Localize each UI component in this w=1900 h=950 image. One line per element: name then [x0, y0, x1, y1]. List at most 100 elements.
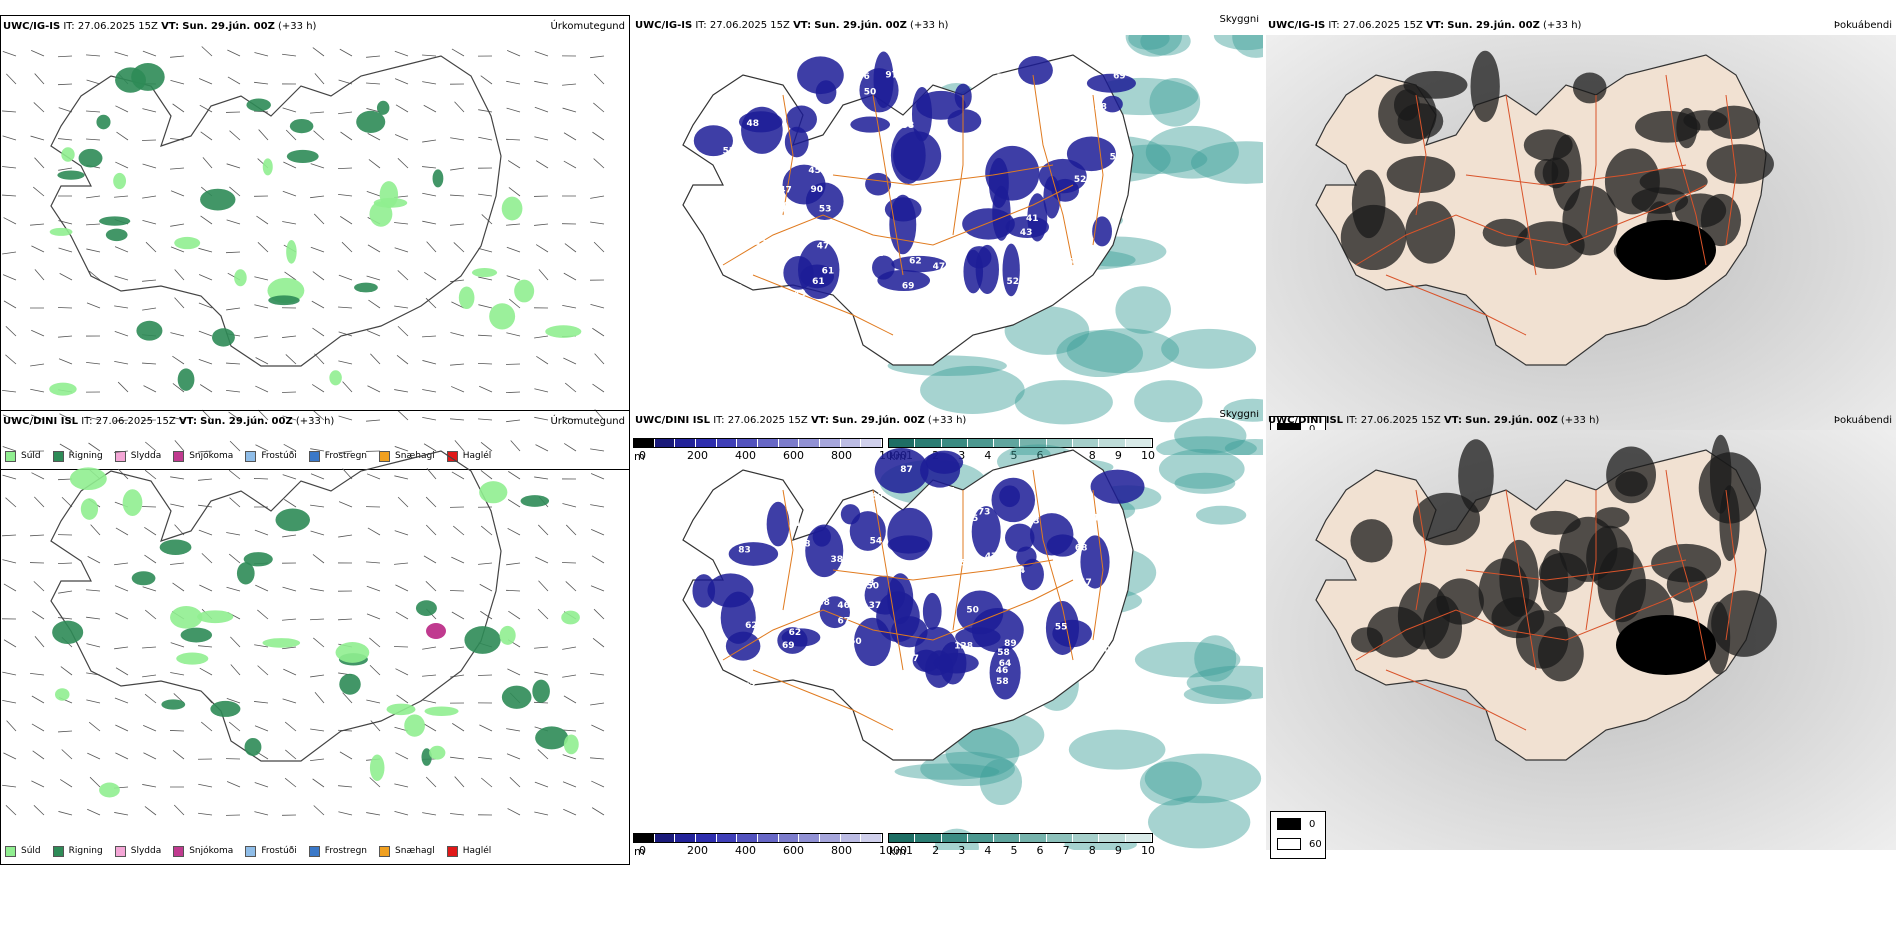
ceiling-label: 89 [1004, 639, 1017, 649]
wind-barb [310, 448, 325, 452]
colorbar-bin [889, 439, 916, 447]
wind-barb [507, 50, 521, 57]
wind-barb [198, 247, 213, 253]
wind-barb [422, 389, 437, 393]
wind-barb [254, 304, 269, 309]
lead-time: (+33 h) [278, 21, 317, 32]
wind-barb [226, 532, 241, 536]
ceiling-label: 45 [1055, 499, 1068, 509]
wind-barb [115, 724, 129, 732]
wind-barb [422, 81, 437, 85]
init-time: 27.06.2025 15Z [1360, 415, 1441, 426]
low-ceiling-area [1018, 55, 1053, 85]
ceiling-label: 64 [999, 659, 1012, 669]
precip-area [80, 498, 99, 520]
legend-swatch [114, 845, 126, 857]
wind-barb [422, 812, 437, 816]
low-ceiling-area [782, 164, 826, 205]
ceiling-label: 69 [760, 72, 773, 82]
wind-barb [59, 413, 73, 421]
model-name: UWC/DINI ISL [1268, 415, 1344, 426]
legend-swatch [114, 450, 126, 462]
wind-barb [257, 609, 269, 620]
fog-area [1422, 595, 1463, 659]
wind-barb [282, 190, 297, 197]
ceiling-label: 60 [773, 582, 786, 592]
wind-barb [395, 104, 409, 113]
low-visibility-area [1224, 438, 1263, 455]
wind-barb [505, 589, 521, 592]
visibility-map: 60 61 58 45 63 38 76 61 62 44 75 35 90 69 69 66 69 41 43 61… [682, 35, 1263, 455]
low-ceiling-area [877, 269, 931, 292]
road [752, 669, 894, 731]
wind-barb [34, 157, 45, 169]
wind-barb [538, 580, 549, 592]
precip-legend-item: Snjókoma [173, 450, 233, 462]
wind-barb [480, 75, 493, 85]
colorbar-bin [840, 834, 862, 842]
precip-area [262, 638, 301, 648]
init-time: 27.06.2025 15Z [709, 20, 790, 31]
wind-barb [534, 416, 549, 421]
wind-barb [396, 355, 409, 365]
wind-barb [142, 586, 157, 592]
precip-areas [49, 63, 582, 396]
wind-barb [423, 104, 437, 113]
wind-barb [282, 53, 297, 57]
field-name: Skyggni [1219, 410, 1259, 420]
wind-barb [507, 160, 521, 169]
wind-barb [369, 664, 381, 676]
wind-barb [228, 411, 241, 421]
ceiling-label: 43 [1050, 463, 1063, 473]
wind-barb [313, 410, 325, 421]
wind-barb [507, 499, 521, 508]
wind-barb [425, 297, 437, 309]
road [832, 559, 1054, 581]
colorbar-bin [758, 439, 779, 447]
panel-header: UWC/DINI ISL IT: 27.06.2025 15Z VT: Sun.… [1268, 415, 1599, 426]
wind-barb [563, 160, 577, 169]
legend-label: Haglél [462, 846, 492, 856]
fog-area [1340, 204, 1407, 271]
road [1725, 94, 1737, 246]
wind-barb [86, 589, 101, 592]
low-ceiling-area [920, 452, 961, 488]
legend-swatch [1277, 838, 1301, 850]
ceiling-label: 64 [1013, 566, 1026, 576]
road [872, 94, 904, 276]
wind-barb [366, 585, 381, 592]
precip-area [501, 196, 523, 221]
wind-barb [284, 721, 297, 732]
wind-barb [508, 610, 521, 620]
wind-barb [395, 611, 409, 620]
wind-barb [506, 223, 521, 226]
ceiling-label: 41 [1026, 214, 1039, 224]
wind-barb [368, 159, 381, 169]
ceiling-label: 128 [954, 642, 973, 652]
legend-label: 0 [1309, 423, 1316, 435]
road [1415, 94, 1427, 216]
legend-swatch [379, 845, 391, 857]
wind-barb [561, 562, 577, 564]
wind-barb [34, 496, 45, 508]
colorbar-bin [1020, 834, 1047, 842]
low-ceiling-area [989, 645, 1021, 700]
legend-swatch [308, 450, 320, 462]
wind-barb [452, 723, 465, 732]
wind-barb [423, 443, 437, 452]
ceiling-label: 52 [1015, 118, 1028, 128]
wind-barb [170, 332, 185, 337]
wind-barb [592, 131, 605, 141]
legend-label: 0 [1309, 818, 1316, 830]
wind-barb [198, 478, 213, 481]
wind-barb [87, 752, 101, 760]
wind-barb [254, 335, 269, 339]
legend-label: Frostregn [324, 846, 368, 856]
wind-barb [86, 54, 101, 57]
low-ceiling-area [956, 590, 1004, 635]
low-visibility-area [1196, 505, 1247, 525]
road [1585, 95, 1597, 236]
wind-barb [198, 330, 213, 337]
fog-area [1651, 543, 1722, 583]
wind-barb [591, 780, 605, 788]
